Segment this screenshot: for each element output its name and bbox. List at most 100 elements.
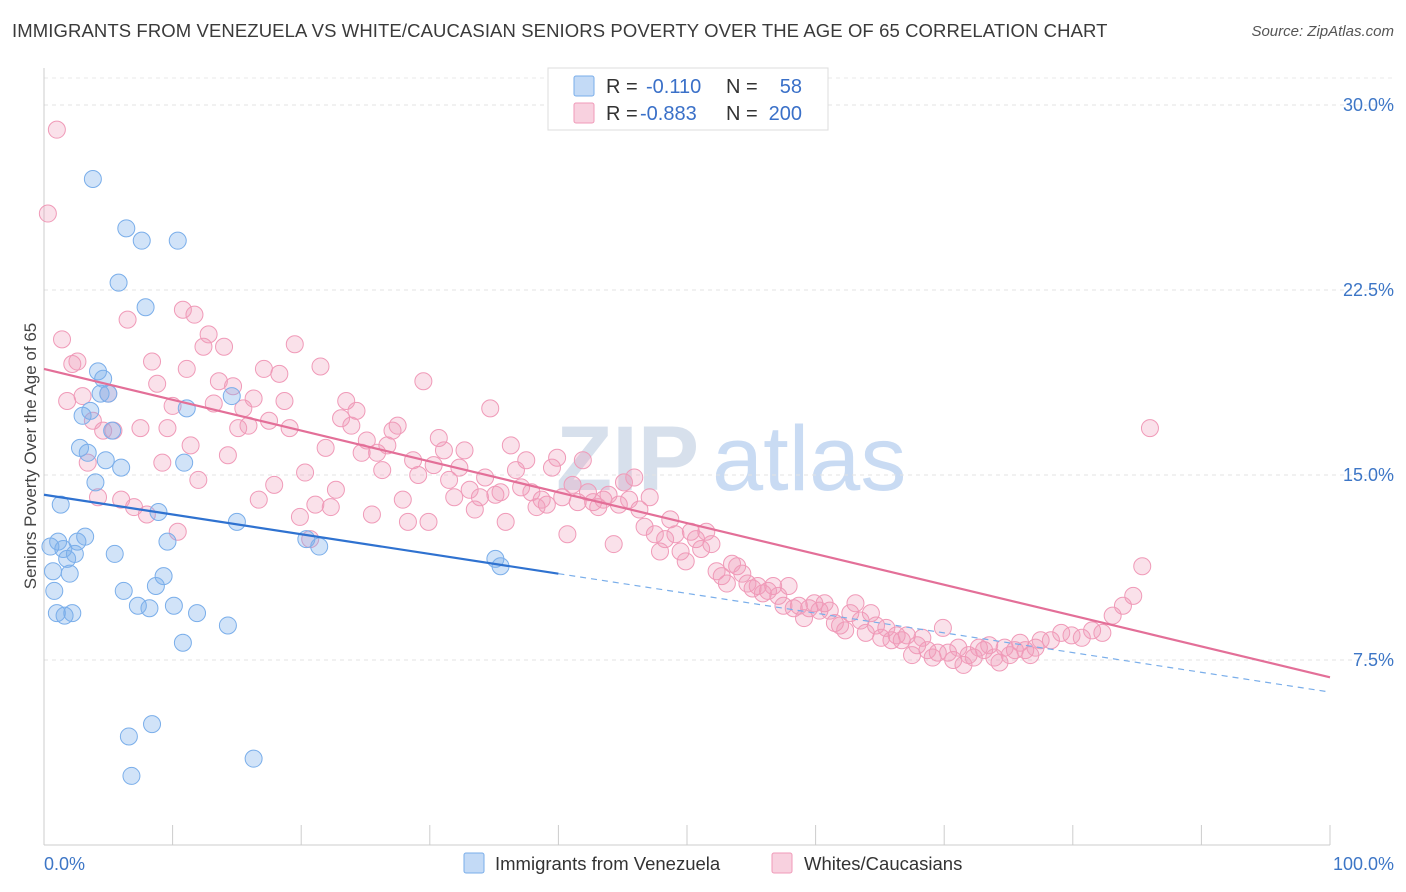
whites-point bbox=[692, 540, 711, 558]
whites-point bbox=[158, 419, 177, 438]
whites-point bbox=[1031, 631, 1050, 650]
legend-swatch-venezuela bbox=[573, 75, 595, 97]
bottom-legend: Immigrants from Venezuela Whites/Caucasi… bbox=[463, 852, 962, 874]
whites-point bbox=[181, 436, 200, 455]
whites-point bbox=[419, 512, 438, 531]
venezuela-point bbox=[119, 727, 138, 746]
whites-point bbox=[470, 488, 489, 507]
whites-point bbox=[676, 552, 695, 571]
venezuela-point bbox=[114, 581, 133, 600]
whites-point bbox=[558, 525, 577, 544]
x-tick-marks bbox=[172, 825, 1331, 845]
whites-point bbox=[285, 335, 304, 354]
whites-point bbox=[275, 392, 294, 410]
y-tick-label: 22.5% bbox=[1343, 280, 1394, 300]
whites-point bbox=[296, 463, 315, 482]
whites-point bbox=[573, 451, 592, 470]
whites-point bbox=[666, 525, 685, 544]
whites-point bbox=[759, 581, 778, 600]
whites-point bbox=[209, 372, 228, 391]
whites-point bbox=[671, 542, 690, 561]
x-tick-label-min: 0.0% bbox=[44, 854, 85, 874]
venezuela-point bbox=[63, 604, 82, 623]
venezuela-point bbox=[99, 384, 118, 403]
whites-point bbox=[78, 453, 97, 472]
whites-point bbox=[836, 621, 855, 640]
whites-point bbox=[548, 448, 567, 467]
venezuela-point bbox=[158, 532, 177, 551]
venezuela-point bbox=[218, 616, 237, 635]
venezuela-point bbox=[117, 219, 136, 238]
whites-point bbox=[635, 517, 654, 536]
x-tick-label-max: 100.0% bbox=[1333, 854, 1394, 874]
whites-point bbox=[215, 337, 234, 356]
whites-point bbox=[779, 577, 798, 595]
whites-point bbox=[604, 535, 623, 554]
bottom-legend-swatch-whites bbox=[771, 852, 793, 874]
venezuela-point bbox=[227, 512, 246, 531]
whites-point bbox=[383, 421, 402, 440]
whites-point bbox=[244, 389, 263, 408]
venezuela-point bbox=[44, 562, 63, 581]
whites-point bbox=[640, 488, 659, 507]
venezuela-point bbox=[173, 633, 192, 652]
venezuela-point bbox=[122, 766, 141, 785]
whites-point bbox=[578, 483, 597, 502]
whites-point bbox=[872, 628, 891, 647]
venezuela-point bbox=[76, 527, 95, 546]
venezuela-point bbox=[60, 564, 79, 583]
whites-point bbox=[53, 330, 72, 349]
y-tick-label: 15.0% bbox=[1343, 465, 1394, 485]
whites-point bbox=[362, 505, 381, 524]
venezuela-point bbox=[78, 443, 97, 462]
whites-point bbox=[177, 359, 196, 378]
venezuela-point bbox=[103, 421, 122, 440]
chart-title: IMMIGRANTS FROM VENEZUELA VS WHITE/CAUCA… bbox=[12, 20, 1108, 41]
whites-point bbox=[1072, 628, 1091, 647]
legend-n-label: N = bbox=[726, 103, 758, 125]
whites-point bbox=[224, 377, 243, 396]
venezuela-point bbox=[91, 384, 110, 403]
whites-point bbox=[1062, 626, 1081, 645]
whites-point bbox=[614, 473, 633, 492]
whites-point bbox=[199, 325, 218, 344]
whites-point bbox=[795, 609, 814, 628]
whites-point bbox=[68, 352, 87, 371]
whites-point bbox=[733, 564, 752, 583]
y-tick-label: 30.0% bbox=[1343, 95, 1394, 115]
whites-point bbox=[148, 374, 167, 393]
trend-line-venezuela bbox=[43, 493, 559, 575]
whites-point bbox=[928, 643, 947, 662]
whites-point bbox=[460, 480, 479, 499]
whites-point bbox=[143, 352, 162, 371]
whites-point bbox=[63, 355, 82, 373]
whites-point bbox=[455, 441, 474, 460]
venezuela-point bbox=[96, 451, 115, 470]
whites-point bbox=[153, 453, 172, 472]
venezuela-point bbox=[310, 537, 329, 556]
whites-point bbox=[311, 357, 330, 376]
whites-point bbox=[58, 392, 77, 410]
whites-point bbox=[1140, 419, 1159, 438]
whites-point bbox=[424, 456, 443, 475]
whites-point bbox=[189, 470, 208, 489]
y-axis-label: Seniors Poverty Over the Age of 65 bbox=[21, 323, 40, 589]
legend-r-label: R = bbox=[606, 76, 638, 98]
whites-point bbox=[173, 300, 192, 319]
venezuela-point bbox=[83, 170, 102, 188]
legend-r-value-venezuela: -0.110 bbox=[646, 76, 701, 98]
whites-point bbox=[118, 310, 137, 329]
whites-point bbox=[218, 446, 237, 465]
y-tick-label: 7.5% bbox=[1353, 650, 1394, 670]
bottom-legend-label-venezuela: Immigrants from Venezuela bbox=[495, 853, 721, 874]
whites-point bbox=[393, 490, 412, 509]
legend-swatch-whites bbox=[573, 102, 595, 124]
whites-point bbox=[290, 507, 309, 526]
y-tick-labels: 7.5% 15.0% 22.5% 30.0% bbox=[1343, 95, 1394, 670]
whites-point bbox=[265, 475, 284, 494]
bottom-legend-swatch-venezuela bbox=[463, 852, 485, 874]
watermark-atlas: atlas bbox=[712, 408, 906, 510]
whites-point bbox=[743, 579, 762, 598]
whites-point bbox=[131, 419, 150, 438]
